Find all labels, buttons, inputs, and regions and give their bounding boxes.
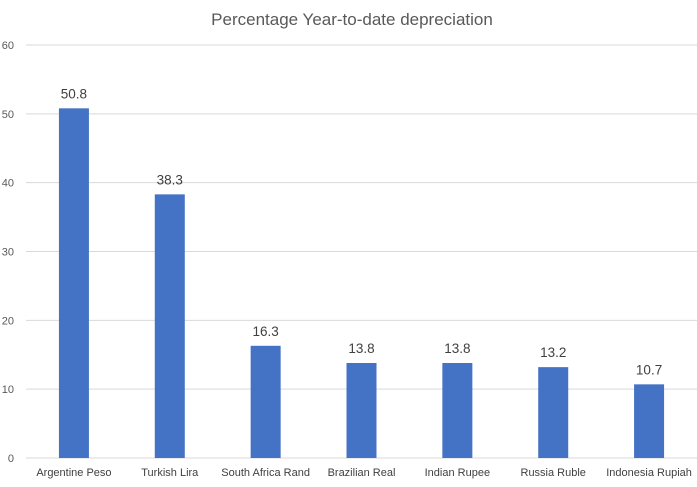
data-label: 16.3 <box>253 324 279 339</box>
data-label: 10.7 <box>636 362 662 377</box>
bars <box>58 108 665 459</box>
data-label: 13.8 <box>348 341 374 356</box>
y-tick-label: 50 <box>2 109 14 121</box>
data-labels: 50.8 38.3 16.3 13.8 13.8 13.2 10.7 <box>61 86 662 377</box>
data-label: 50.8 <box>61 86 87 101</box>
y-tick-label: 40 <box>2 178 14 190</box>
data-label: 13.8 <box>444 341 470 356</box>
x-tick-label: Argentine Peso <box>36 467 111 479</box>
data-label: 13.2 <box>540 345 566 360</box>
y-tick-label: 10 <box>2 384 14 396</box>
y-axis-ticks: 0 10 20 30 40 50 60 <box>2 40 14 465</box>
bar <box>346 363 377 458</box>
gridlines <box>26 44 697 459</box>
x-tick-label: Russia Ruble <box>521 467 586 479</box>
bar <box>442 363 473 458</box>
bar <box>538 367 569 458</box>
x-axis-categories: Argentine Peso Turkish Lira South Africa R… <box>36 467 692 479</box>
x-tick-label: Indian Rupee <box>425 467 490 479</box>
bar <box>250 345 281 458</box>
x-tick-label: Turkish Lira <box>141 467 199 479</box>
bar <box>154 194 185 458</box>
y-tick-label: 60 <box>2 40 14 52</box>
x-tick-label: South Africa Rand <box>221 467 310 479</box>
y-tick-label: 30 <box>2 247 14 259</box>
bar <box>58 108 89 459</box>
bar <box>634 384 665 458</box>
y-tick-label: 20 <box>2 315 14 327</box>
x-tick-label: Indonesia Rupiah <box>606 467 692 479</box>
data-label: 38.3 <box>157 172 183 187</box>
chart-title: Percentage Year-to-date depreciation <box>211 10 493 29</box>
y-tick-label: 0 <box>8 453 14 465</box>
x-tick-label: Brazilian Real <box>328 467 396 479</box>
